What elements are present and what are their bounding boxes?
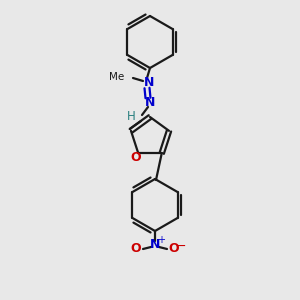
Text: N: N xyxy=(144,76,154,88)
Text: −: − xyxy=(176,239,186,253)
Text: +: + xyxy=(157,235,165,245)
Text: Me: Me xyxy=(109,72,124,82)
Text: H: H xyxy=(127,110,135,122)
Text: N: N xyxy=(150,238,160,251)
Text: O: O xyxy=(130,151,141,164)
Text: O: O xyxy=(131,242,141,256)
Text: O: O xyxy=(169,242,179,256)
Text: N: N xyxy=(145,95,155,109)
